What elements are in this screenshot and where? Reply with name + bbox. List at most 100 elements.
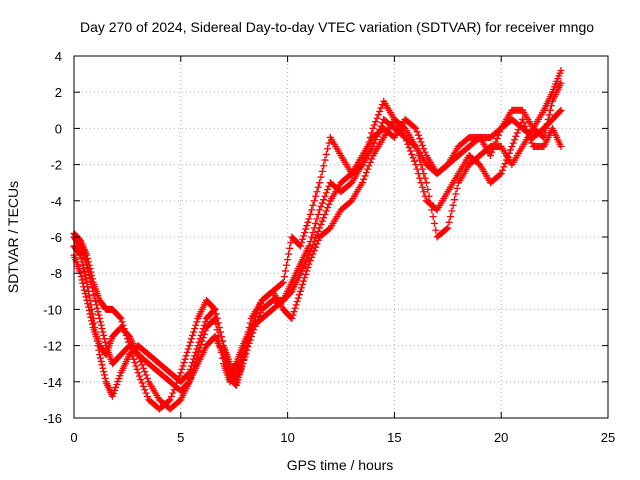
series-3 — [70, 115, 565, 413]
data-point — [245, 333, 253, 341]
data-point — [291, 304, 299, 312]
data-point — [247, 324, 255, 331]
data-point — [96, 318, 104, 326]
data-point — [452, 190, 460, 198]
data-point — [166, 396, 174, 404]
data-point — [286, 244, 294, 252]
data-point — [249, 320, 257, 328]
data-point — [488, 148, 496, 156]
data-point — [94, 308, 102, 316]
data-point — [413, 165, 421, 173]
data-point — [82, 293, 90, 301]
data-point — [301, 228, 309, 236]
data-point — [372, 118, 380, 126]
data-point — [557, 66, 565, 74]
data-point — [120, 325, 128, 333]
data-point — [410, 157, 418, 165]
data-point — [314, 227, 322, 235]
data-point — [364, 165, 372, 173]
y-tick-label: -6 — [50, 230, 62, 245]
data-point — [241, 351, 249, 359]
data-point — [290, 308, 298, 316]
data-point — [180, 359, 188, 367]
data-point — [279, 278, 287, 286]
series-4 — [70, 66, 565, 413]
y-axis-ticks: -16 -14 -12 -10 -8 -6 -4 -2 0 2 4 — [43, 49, 608, 426]
data-point — [406, 147, 414, 155]
data-point — [281, 267, 289, 275]
data-point — [318, 199, 326, 207]
data-point — [373, 114, 381, 122]
data-point — [509, 139, 517, 147]
data-point — [141, 386, 149, 394]
data-point — [85, 292, 93, 300]
x-axis-label: GPS time / hours — [287, 457, 394, 473]
data-point — [186, 374, 194, 382]
data-point — [421, 192, 429, 200]
data-point — [93, 304, 101, 312]
data-point — [313, 188, 321, 196]
data-point — [240, 355, 248, 363]
data-point — [173, 379, 181, 387]
data-point — [193, 318, 201, 326]
data-point — [496, 128, 504, 136]
data-point — [83, 251, 91, 259]
data-point — [132, 362, 140, 370]
data-point — [187, 335, 195, 343]
data-point — [374, 111, 382, 119]
data-point — [542, 124, 550, 132]
data-point — [527, 136, 535, 144]
data-point — [314, 210, 322, 218]
data-point — [124, 338, 132, 346]
y-axis-label: SDTVAR / TECUs — [5, 181, 21, 293]
data-point — [365, 162, 373, 170]
data-point — [224, 362, 232, 370]
x-tick-label: 20 — [494, 430, 508, 445]
data-point — [84, 254, 92, 262]
data-point — [557, 106, 565, 114]
data-point — [119, 321, 127, 329]
data-point — [97, 357, 105, 365]
data-point — [296, 242, 304, 250]
data-point — [493, 135, 501, 143]
data-point — [198, 337, 206, 345]
data-point — [81, 271, 89, 279]
data-point — [325, 200, 333, 208]
data-point — [313, 215, 321, 223]
data-point — [314, 236, 322, 244]
data-point — [175, 372, 183, 380]
data-point — [521, 122, 529, 130]
data-point — [76, 250, 84, 258]
data-point — [299, 235, 307, 243]
data-point — [185, 342, 193, 350]
data-point — [96, 354, 104, 362]
data-point — [545, 111, 553, 119]
data-point — [76, 251, 84, 259]
data-point — [192, 321, 200, 329]
data-point — [310, 224, 318, 232]
data-point — [141, 368, 149, 376]
data-point — [251, 313, 259, 321]
data-point — [134, 351, 142, 359]
data-point — [280, 273, 288, 281]
data-point — [211, 305, 219, 313]
data-point — [220, 342, 228, 350]
data-point — [220, 346, 228, 354]
data-point — [309, 228, 317, 236]
data-point — [320, 196, 328, 204]
data-point — [322, 150, 330, 158]
data-point — [499, 166, 507, 174]
data-point — [137, 357, 145, 365]
data-point — [497, 170, 505, 178]
data-point — [216, 328, 224, 336]
data-point — [501, 159, 509, 167]
data-point — [316, 179, 324, 187]
data-point — [424, 185, 432, 193]
data-point — [414, 131, 422, 139]
data-point — [420, 145, 428, 153]
data-point — [287, 239, 295, 247]
data-point — [489, 145, 497, 153]
data-point — [77, 254, 85, 262]
data-point — [223, 358, 231, 366]
